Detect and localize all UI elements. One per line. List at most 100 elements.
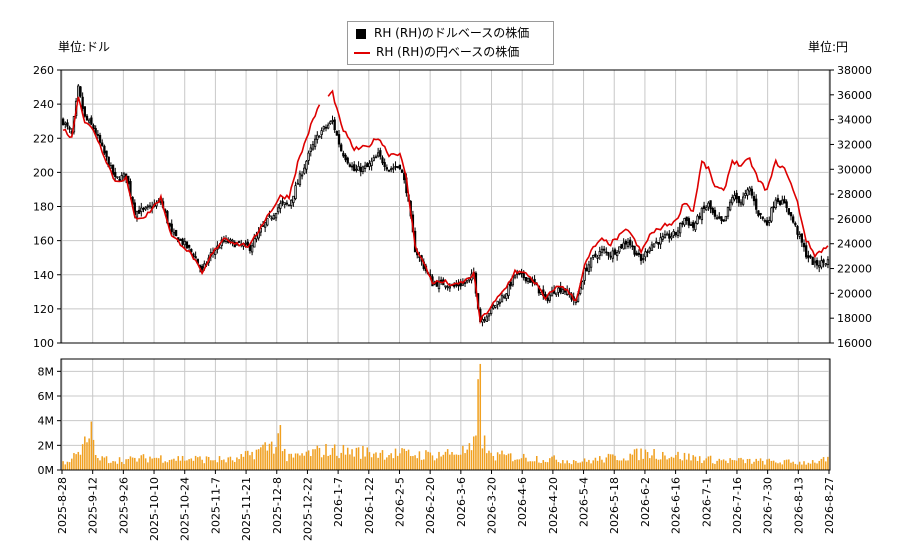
candle-body	[629, 239, 632, 246]
candle-body	[496, 300, 499, 305]
candle	[342, 150, 345, 158]
volume-bar	[688, 453, 690, 470]
legend-item-jpy: RH (RH)の円ベースの株価	[354, 44, 519, 60]
volume-bar	[333, 444, 336, 470]
candle-body	[646, 251, 649, 253]
candle	[492, 303, 495, 310]
candle	[731, 194, 734, 206]
volume-bar	[596, 460, 599, 470]
candle-body	[103, 145, 106, 154]
candle	[655, 237, 658, 244]
candle-body	[722, 219, 725, 222]
candle	[718, 212, 721, 220]
candle	[344, 153, 347, 163]
candle-body	[596, 256, 599, 259]
candle-body	[585, 267, 588, 272]
volume-bar	[694, 456, 697, 470]
volume-bar	[323, 454, 325, 470]
volume-bar	[690, 460, 692, 470]
candle-body	[707, 202, 710, 208]
candle-body	[594, 253, 597, 257]
candle-body	[598, 251, 601, 256]
volume-bar	[260, 447, 262, 470]
panel-frames	[60, 69, 831, 471]
candle	[148, 202, 152, 210]
volume-bar	[266, 450, 269, 470]
candle	[390, 166, 393, 173]
volume-bar	[101, 456, 103, 470]
candle-body	[681, 222, 684, 225]
candle	[505, 293, 508, 302]
candle-body	[357, 165, 360, 171]
volume-bar	[86, 442, 88, 470]
candle-body	[655, 241, 658, 244]
candle-body	[403, 172, 406, 181]
candle	[392, 163, 395, 173]
candle	[324, 124, 328, 132]
volume-bar	[798, 461, 801, 470]
candle	[85, 114, 89, 121]
candle	[266, 217, 269, 227]
volume-bar	[444, 451, 447, 470]
candle-body	[507, 283, 510, 297]
date-tick-label: 2025-12-22	[301, 477, 314, 541]
candle	[368, 160, 371, 171]
left-tick-label: 180	[33, 201, 54, 214]
candle-body	[768, 220, 771, 223]
volume-bar	[359, 458, 362, 470]
candle-body	[815, 260, 819, 266]
candle-body	[605, 251, 608, 254]
candle	[303, 163, 306, 175]
candle-body	[737, 196, 740, 203]
candle-body	[761, 216, 764, 219]
volume-bar	[827, 456, 829, 470]
candle-body	[635, 252, 638, 256]
candle-body	[755, 198, 758, 210]
candle	[676, 226, 680, 239]
candle	[598, 246, 601, 260]
candle	[396, 166, 399, 169]
candle	[700, 207, 704, 225]
volume-bar	[759, 458, 762, 470]
candle-body	[172, 231, 176, 235]
candle	[665, 231, 669, 236]
volume-bar	[659, 459, 662, 470]
candle	[785, 199, 788, 213]
volume-bar	[233, 461, 236, 470]
volume-bar	[525, 457, 527, 470]
candle	[596, 254, 599, 264]
left-tick-label: 100	[33, 337, 54, 350]
volume-bar	[342, 444, 345, 470]
volume-bar	[807, 462, 810, 470]
candle-body	[696, 215, 699, 224]
candle-body	[253, 238, 256, 248]
candle-body	[385, 167, 388, 170]
candle	[144, 206, 147, 212]
volume-bar	[318, 447, 321, 470]
candle	[631, 241, 634, 251]
volume-bar	[796, 464, 799, 470]
candle-body	[548, 294, 551, 301]
volume-bar	[66, 461, 69, 470]
volume-bar	[592, 460, 595, 470]
volume-bar	[383, 459, 386, 470]
volume-bar	[768, 458, 771, 470]
candle	[683, 217, 686, 227]
volume-bar	[742, 459, 744, 470]
volume-bar	[292, 457, 295, 470]
candle-body	[250, 245, 254, 253]
volume-bar	[618, 460, 621, 470]
volume-bar	[299, 455, 301, 470]
volume-bar	[307, 450, 310, 470]
date-tick-label: 2025-8-28	[56, 477, 69, 534]
candle	[361, 165, 365, 175]
candle-body	[194, 256, 197, 259]
candle-body	[644, 251, 647, 258]
volume-bar	[377, 457, 379, 470]
candle-body	[118, 178, 121, 182]
date-tick-label: 2025-11-7	[209, 477, 222, 534]
volume-bar	[625, 460, 627, 470]
volume-bar	[103, 457, 106, 470]
candle-body	[672, 230, 675, 236]
candle	[757, 210, 760, 218]
